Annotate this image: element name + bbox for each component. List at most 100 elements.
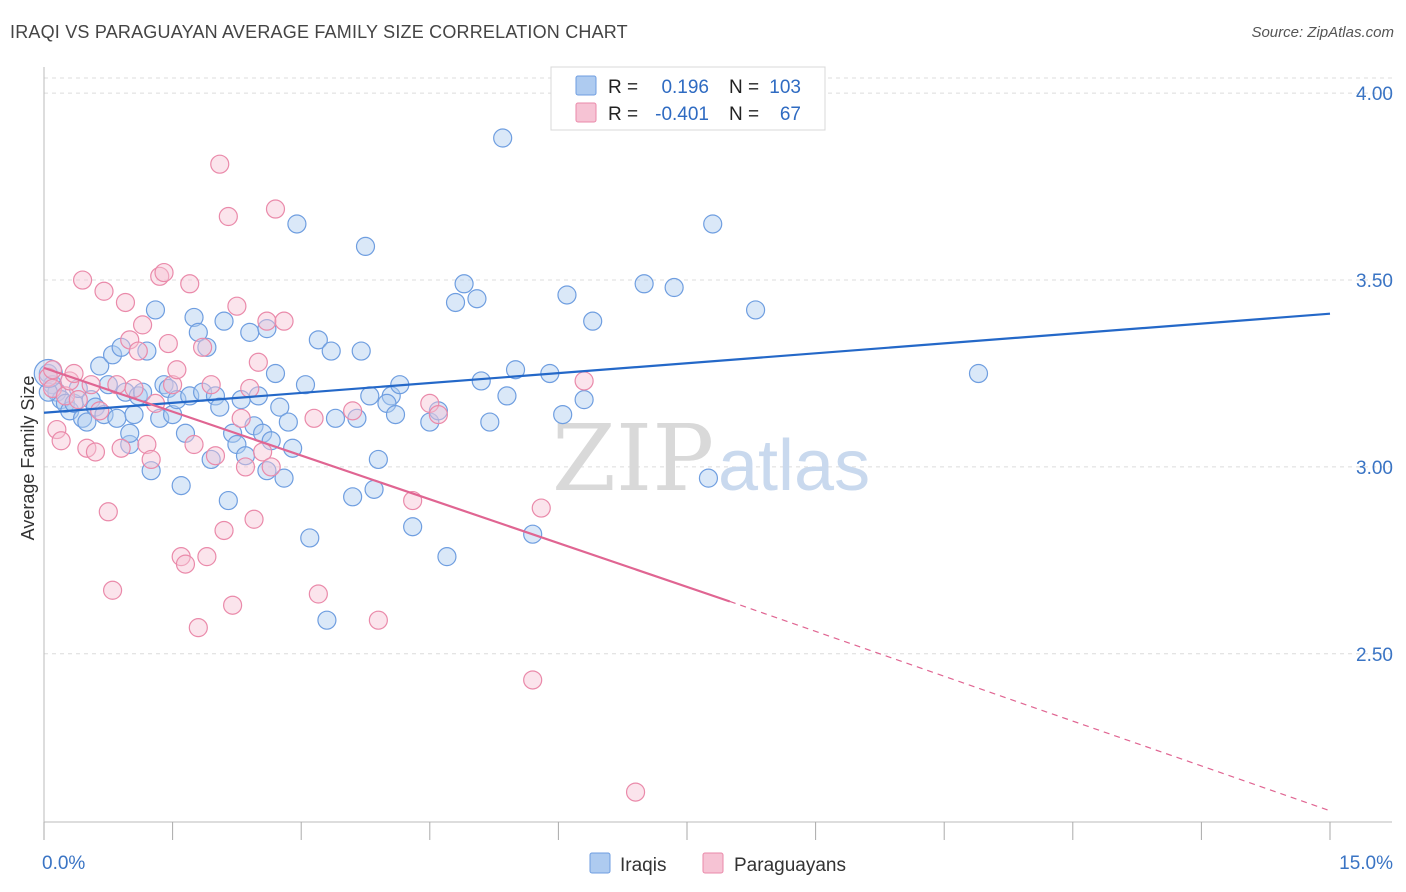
iraqis-point <box>287 214 307 234</box>
iraqis-point <box>308 330 328 350</box>
paraguayans-point <box>574 371 594 391</box>
iraqis-point <box>355 236 376 257</box>
legend-swatch-paraguayans <box>575 102 597 123</box>
paraguayans-point <box>90 401 110 421</box>
legend-r-value-1: 0.196 <box>661 77 709 98</box>
paraguayans-point <box>180 274 200 294</box>
paraguayans-point <box>214 520 234 541</box>
paraguayans-point <box>167 360 187 380</box>
watermark-atlas: atlas <box>718 426 870 506</box>
paraguayans-point <box>175 554 196 574</box>
paraguayans-point <box>223 595 243 615</box>
paraguayans-point <box>343 401 363 421</box>
paraguayans-point <box>132 315 153 335</box>
paraguayans-point <box>72 270 93 290</box>
trendlines <box>43 312 1331 812</box>
iraqis-point <box>240 322 260 342</box>
iraqis-point <box>403 517 423 537</box>
iraqis-point <box>343 487 363 507</box>
y-tick-label: 3.50 <box>1356 271 1393 292</box>
paraguayans-trendline-extension <box>729 600 1331 812</box>
iraqis-point <box>698 468 719 488</box>
legend-r-value-2: -0.401 <box>655 104 709 125</box>
iraqis-point <box>124 404 144 425</box>
paraguayans-point <box>261 457 281 477</box>
paraguayans-point <box>68 390 88 410</box>
iraqis-point <box>283 438 303 458</box>
paraguayans-point <box>257 311 277 331</box>
iraqis-point <box>120 423 140 443</box>
paraguayans-point <box>98 502 118 522</box>
y-tick-labels: 4.00 3.50 3.00 2.50 <box>1356 84 1393 666</box>
paraguayans-point <box>218 206 238 227</box>
iraqis-point <box>454 274 474 294</box>
paraguayans-point <box>244 509 264 529</box>
iraqis-point <box>295 375 316 395</box>
paraguayans-point <box>124 378 144 399</box>
paraguayans-point <box>210 154 230 174</box>
iraqis-point <box>188 322 208 342</box>
paraguayans-point <box>188 618 208 638</box>
paraguayans-point <box>304 408 324 428</box>
paraguayans-point <box>265 199 286 219</box>
paraguayans-point <box>201 375 221 395</box>
iraqis-point <box>493 128 513 148</box>
paraguayans-point <box>308 584 328 604</box>
paraguayans-point <box>55 386 76 406</box>
iraqis-point <box>664 277 684 298</box>
iraqis-point <box>197 337 217 357</box>
iraqis-point <box>300 528 320 548</box>
iraqis-point <box>223 423 243 443</box>
watermark-zip: ZIP <box>552 405 714 512</box>
iraqis-point <box>214 311 234 331</box>
legend-n-value-1: 103 <box>769 77 801 98</box>
paraguayans-point <box>227 296 247 316</box>
paraguayans-point <box>248 352 268 372</box>
y-axis-label: Average Family Size <box>18 376 38 541</box>
paraguayans-point <box>205 446 226 466</box>
legend-n-value-2: 67 <box>780 104 801 125</box>
gridlines <box>44 77 1392 655</box>
paraguayans-point <box>231 408 251 428</box>
y-tick-label: 4.00 <box>1356 84 1393 105</box>
iraqis-point <box>150 408 170 428</box>
iraqis-point <box>171 476 191 496</box>
axes <box>43 67 1392 840</box>
iraqis-point <box>505 360 526 380</box>
watermark: ZIP atlas <box>552 405 870 512</box>
iraqis-point <box>325 408 346 428</box>
iraqis-point <box>77 412 97 432</box>
iraqis-point <box>385 404 406 425</box>
series-swatch-paraguayans <box>702 852 724 874</box>
y-tick-label: 3.00 <box>1356 458 1393 479</box>
iraqis-point <box>107 408 127 428</box>
iraqis-point <box>210 397 230 417</box>
correlation-legend: R = 0.196 N = 103 R = -0.401 N = 67 <box>550 66 826 131</box>
iraqis-point <box>321 341 341 361</box>
y-tick-label: 2.50 <box>1356 645 1393 666</box>
iraqis-point <box>583 311 603 331</box>
iraqis-point <box>145 300 166 320</box>
iraqis-point <box>557 285 577 305</box>
iraqis-point <box>265 363 286 384</box>
chart-title: IRAQI VS PARAGUAYAN AVERAGE FAMILY SIZE … <box>10 22 628 42</box>
paraguayans-point <box>111 438 131 458</box>
series-swatch-iraqis <box>589 852 611 874</box>
iraqis-point <box>471 371 491 391</box>
iraqis-point <box>497 386 517 406</box>
iraqis-point <box>167 390 187 410</box>
iraqis-point <box>274 468 294 488</box>
iraqis-point <box>368 449 388 470</box>
iraqis-point <box>437 547 457 567</box>
paraguayans-point <box>47 419 67 440</box>
paraguayans-point <box>141 449 161 470</box>
x-tick-labels: 0.0% 15.0% <box>42 853 1393 874</box>
iraqis-point <box>141 461 161 481</box>
chart-source: Source: ZipAtlas.com <box>1251 24 1394 41</box>
iraqis-point <box>745 300 766 320</box>
paraguayans-point <box>85 442 106 462</box>
paraguayans-point <box>428 404 448 425</box>
legend-r-label-2: R = <box>608 104 638 125</box>
paraguayans-point <box>158 333 178 354</box>
